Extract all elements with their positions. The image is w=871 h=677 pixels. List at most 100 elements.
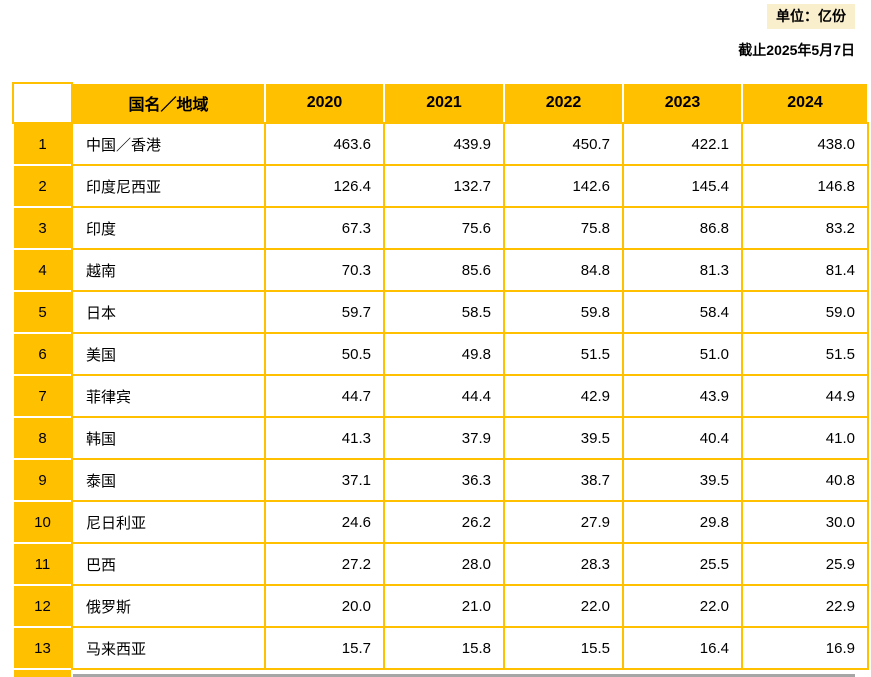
value-cell: 142.6 [503,164,624,208]
value-cell: 51.0 [622,332,743,376]
value-cell: 75.8 [503,206,624,250]
value-cell: 51.5 [741,332,869,376]
value-cell: 86.8 [622,206,743,250]
value-cell: 37.1 [264,458,385,502]
gray-bottom-line [73,670,855,677]
value-cell: 25.9 [741,542,869,586]
value-cell: 50.5 [264,332,385,376]
country-name-cell: 韩国 [71,416,266,460]
value-cell: 49.8 [383,332,505,376]
column-header-year: 2023 [624,84,741,122]
table-corner-cell [12,82,73,124]
value-cell: 20.0 [264,584,385,628]
value-cell: 463.6 [264,122,385,166]
unit-badge: 单位：亿份 [767,4,855,29]
value-cell: 22.0 [622,584,743,628]
value-cell: 83.2 [741,206,869,250]
value-cell: 15.7 [264,626,385,670]
value-cell: 40.8 [741,458,869,502]
value-cell: 59.8 [503,290,624,334]
country-year-table: 国名／地域 2020 2021 2022 2023 2024 1 中国／香港 463.6 439.… [12,82,869,670]
value-cell: 16.4 [622,626,743,670]
row-rank-cell: 7 [14,376,71,416]
value-cell: 28.0 [383,542,505,586]
value-cell: 26.2 [383,500,505,544]
value-cell: 58.4 [622,290,743,334]
value-cell: 16.9 [741,626,869,670]
column-header-name: 国名／地域 [73,84,264,122]
value-cell: 132.7 [383,164,505,208]
country-name-cell: 泰国 [71,458,266,502]
country-name-cell: 巴西 [71,542,266,586]
column-header-year: 2024 [743,84,867,122]
value-cell: 44.7 [264,374,385,418]
value-cell: 84.8 [503,248,624,292]
country-name-cell: 中国／香港 [71,122,266,166]
value-cell: 39.5 [622,458,743,502]
column-header-year: 2021 [385,84,503,122]
header-annotations: 单位：亿份 截止2025年5月7日 [738,4,855,60]
value-cell: 75.6 [383,206,505,250]
country-name-cell: 印度尼西亚 [71,164,266,208]
value-cell: 59.0 [741,290,869,334]
value-cell: 25.5 [622,542,743,586]
country-name-cell: 美国 [71,332,266,376]
value-cell: 59.7 [264,290,385,334]
country-name-cell: 日本 [71,290,266,334]
country-name-cell: 俄罗斯 [71,584,266,628]
row-rank-cell: 13 [14,628,71,668]
row-rank-cell: 3 [14,208,71,248]
value-cell: 39.5 [503,416,624,460]
value-cell: 37.9 [383,416,505,460]
row-rank-cell: 5 [14,292,71,332]
value-cell: 27.9 [503,500,624,544]
value-cell: 146.8 [741,164,869,208]
value-cell: 41.0 [741,416,869,460]
country-name-cell: 菲律宾 [71,374,266,418]
value-cell: 28.3 [503,542,624,586]
value-cell: 145.4 [622,164,743,208]
value-cell: 58.5 [383,290,505,334]
value-cell: 51.5 [503,332,624,376]
value-cell: 450.7 [503,122,624,166]
value-cell: 21.0 [383,584,505,628]
value-cell: 70.3 [264,248,385,292]
value-cell: 42.9 [503,374,624,418]
row-rank-cell: 4 [14,250,71,290]
country-name-cell: 印度 [71,206,266,250]
row-rank-cell: 12 [14,586,71,626]
value-cell: 44.4 [383,374,505,418]
value-cell: 15.5 [503,626,624,670]
value-cell: 85.6 [383,248,505,292]
value-cell: 439.9 [383,122,505,166]
column-header-year: 2022 [505,84,622,122]
value-cell: 29.8 [622,500,743,544]
value-cell: 40.4 [622,416,743,460]
row-rank-cell: 9 [14,460,71,500]
value-cell: 30.0 [741,500,869,544]
value-cell: 81.4 [741,248,869,292]
row-rank-cell: 10 [14,502,71,542]
value-cell: 126.4 [264,164,385,208]
value-cell: 22.9 [741,584,869,628]
as-of-date: 截止2025年5月7日 [738,41,855,58]
row-rank-cell: 1 [14,124,71,164]
row-rank-cell: 8 [14,418,71,458]
country-name-cell: 尼日利亚 [71,500,266,544]
value-cell: 41.3 [264,416,385,460]
value-cell: 422.1 [622,122,743,166]
row-rank-cell: 2 [14,166,71,206]
next-row-sliver [14,670,71,677]
row-rank-cell: 11 [14,544,71,584]
country-name-cell: 越南 [71,248,266,292]
column-header-year: 2020 [266,84,383,122]
value-cell: 438.0 [741,122,869,166]
value-cell: 22.0 [503,584,624,628]
value-cell: 43.9 [622,374,743,418]
value-cell: 36.3 [383,458,505,502]
country-name-cell: 马来西亚 [71,626,266,670]
value-cell: 15.8 [383,626,505,670]
value-cell: 38.7 [503,458,624,502]
value-cell: 81.3 [622,248,743,292]
value-cell: 27.2 [264,542,385,586]
